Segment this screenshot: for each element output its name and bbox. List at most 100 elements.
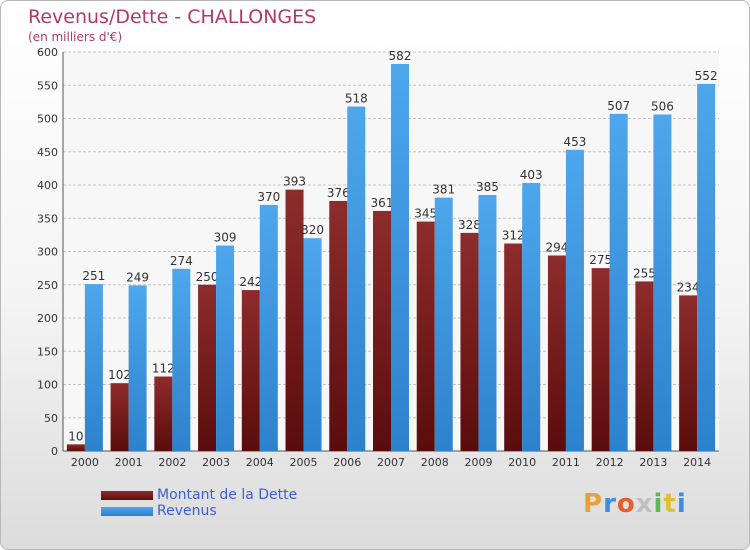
bar-revenue <box>172 268 191 451</box>
legend-label-debt: Montant de la Dette <box>157 487 298 503</box>
bar-debt <box>635 281 654 451</box>
data-label-revenue: 518 <box>345 92 368 106</box>
bar-revenue <box>391 63 409 451</box>
x-tick-label: 2012 <box>596 456 624 469</box>
y-tick-label: 600 <box>37 46 58 59</box>
y-tick-label: 150 <box>37 345 58 358</box>
y-tick-label: 350 <box>37 212 58 225</box>
data-label-debt: 361 <box>371 196 394 210</box>
bar-debt <box>154 376 173 451</box>
bar-revenue <box>216 245 235 451</box>
bar-debt <box>198 284 217 451</box>
x-tick-label: 2005 <box>290 456 318 469</box>
data-label-debt: 112 <box>152 362 175 376</box>
y-tick-label: 100 <box>37 379 58 392</box>
bar-revenue <box>347 106 366 451</box>
x-tick-label: 2004 <box>246 456 274 469</box>
bar-revenue <box>697 83 716 452</box>
data-label-revenue: 370 <box>257 190 280 204</box>
bar-revenue <box>303 238 322 451</box>
chart-title: Revenus/Dette - CHALLONGES <box>28 6 317 28</box>
x-tick-label: 2002 <box>158 456 186 469</box>
legend-swatch-debt <box>101 490 153 500</box>
bar-debt <box>110 383 129 451</box>
data-label-debt: 250 <box>196 270 219 284</box>
logo-letter: P <box>583 489 604 519</box>
y-tick-label: 550 <box>37 79 58 92</box>
legend-item-revenue: Revenus <box>101 503 297 519</box>
data-label-revenue: 506 <box>651 100 674 114</box>
data-label-debt: 312 <box>502 229 525 243</box>
x-tick-label: 2011 <box>552 456 580 469</box>
x-tick-label: 2007 <box>377 456 405 469</box>
data-label-revenue: 552 <box>695 69 718 83</box>
bar-revenue <box>609 113 628 451</box>
data-label-debt: 242 <box>239 275 262 289</box>
data-label-revenue: 381 <box>432 183 455 197</box>
bar-debt <box>504 243 523 451</box>
data-label-debt: 102 <box>108 368 131 382</box>
bar-revenue <box>84 284 103 451</box>
x-tick-label: 2010 <box>508 456 536 469</box>
bar-revenue <box>653 114 672 451</box>
bar-debt <box>66 444 85 451</box>
y-tick-label: 250 <box>37 279 58 292</box>
chart-legend: Montant de la Dette Revenus <box>101 487 297 519</box>
bar-debt <box>460 232 479 451</box>
bar-revenue <box>259 204 278 451</box>
data-label-revenue: 274 <box>170 254 193 268</box>
y-tick-label: 300 <box>37 246 58 259</box>
data-label-revenue: 249 <box>126 270 149 284</box>
legend-label-revenue: Revenus <box>157 503 217 519</box>
logo-letter: x <box>635 489 654 519</box>
data-label-debt: 345 <box>414 207 437 221</box>
x-tick-label: 2001 <box>115 456 143 469</box>
legend-swatch-revenue <box>101 506 153 516</box>
bar-revenue <box>434 197 453 451</box>
data-label-revenue: 309 <box>214 231 237 245</box>
data-label-revenue: 320 <box>301 223 324 237</box>
data-label-debt: 393 <box>283 175 306 189</box>
bar-revenue <box>565 149 584 451</box>
bar-debt <box>416 221 435 451</box>
bar-debt <box>285 189 304 451</box>
chart-subtitle: (en milliers d'€) <box>28 30 123 44</box>
data-label-debt: 294 <box>545 240 568 254</box>
x-tick-label: 2006 <box>333 456 361 469</box>
bar-debt <box>329 200 348 451</box>
x-tick-label: 2009 <box>464 456 492 469</box>
y-tick-label: 50 <box>44 412 58 425</box>
y-tick-label: 200 <box>37 312 58 325</box>
bar-debt <box>241 290 260 451</box>
bar-revenue <box>128 285 147 451</box>
x-tick-label: 2003 <box>202 456 230 469</box>
data-label-revenue: 385 <box>476 180 499 194</box>
y-tick-label: 500 <box>37 113 58 126</box>
data-label-debt: 275 <box>589 253 612 267</box>
x-tick-label: 2008 <box>421 456 449 469</box>
data-label-debt: 328 <box>458 218 481 232</box>
data-label-revenue: 582 <box>389 49 412 63</box>
logo-letter: t <box>663 489 677 519</box>
data-label-revenue: 507 <box>607 99 630 113</box>
data-label-debt: 234 <box>677 280 700 294</box>
data-label-revenue: 251 <box>82 269 105 283</box>
x-tick-label: 2000 <box>71 456 99 469</box>
bar-debt <box>679 295 698 451</box>
data-label-revenue: 453 <box>563 135 586 149</box>
x-tick-label: 2014 <box>683 456 711 469</box>
y-tick-label: 450 <box>37 146 58 159</box>
bar-revenue <box>478 194 497 451</box>
logo-letter: i <box>653 489 664 519</box>
proxiti-logo: Proxiti <box>583 489 687 519</box>
y-tick-label: 400 <box>37 179 58 192</box>
logo-letter: i <box>676 489 687 519</box>
bar-debt <box>547 255 566 451</box>
bar-debt <box>591 268 610 451</box>
logo-letter: r <box>603 489 617 519</box>
y-tick-label: 0 <box>51 445 58 458</box>
bar-revenue <box>522 183 541 451</box>
logo-letter: o <box>616 489 636 519</box>
